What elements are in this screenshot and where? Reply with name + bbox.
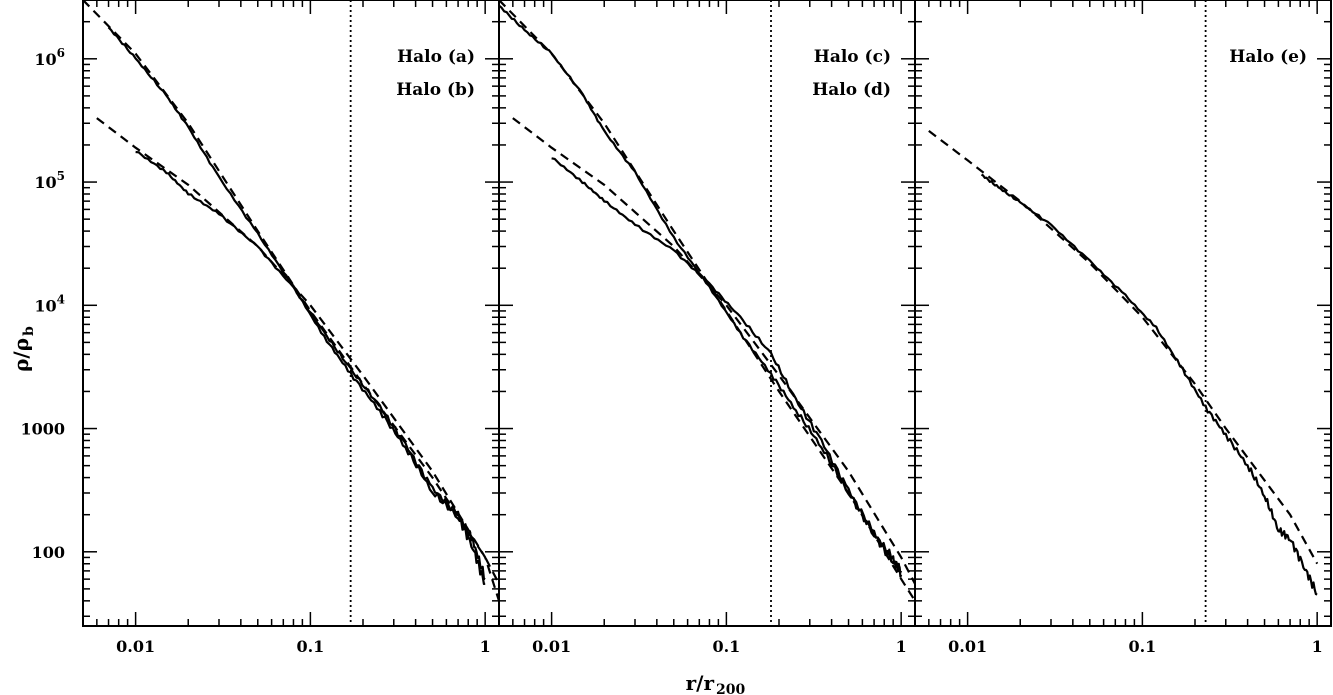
y-tick-label: 106 — [34, 46, 65, 69]
x-tick-label: 0.1 — [1128, 637, 1156, 656]
x-axis-title: r/r — [686, 671, 715, 695]
y-tick-label: 1000 — [20, 420, 65, 439]
density-profile-line — [980, 173, 1318, 596]
x-tick-label: 0.01 — [532, 637, 571, 656]
y-axis-title: ρ/ρ b — [9, 326, 37, 372]
x-axis-title-subscript: 200 — [716, 682, 745, 695]
x-tick-label: 0.1 — [712, 637, 740, 656]
svg-text:b: b — [21, 326, 37, 336]
x-tick-label: 0.01 — [116, 637, 155, 656]
fit-dashed-line — [928, 130, 1319, 565]
chart-panels: 0.01 0.1 1 100 1000 104 105 106 Halo (a) Halo (b)… — [20, 0, 1332, 656]
density-profile-line — [551, 157, 903, 578]
halo-label: Halo (b) — [396, 80, 475, 100]
halo-label: Halo (c) — [814, 47, 891, 67]
fit-dashed-line — [96, 117, 499, 602]
fit-dashed-line — [512, 117, 915, 585]
panel-frame — [914, 0, 1332, 627]
halo-label: Halo (d) — [812, 80, 891, 100]
halo-label: Halo (a) — [397, 47, 475, 67]
y-tick-label: 104 — [34, 292, 65, 315]
x-tick-label: 0.01 — [948, 637, 987, 656]
density-profile-line — [135, 150, 486, 581]
svg-text:ρ/ρ: ρ/ρ — [9, 338, 33, 372]
panel-right: 0.01 0.1 1 Halo (e) — [914, 0, 1332, 656]
density-profile-line — [107, 26, 486, 585]
halo-label: Halo (e) — [1229, 47, 1307, 67]
x-tick-label: 1 — [896, 637, 907, 656]
panel-middle: 0.01 0.1 1 Halo (c) Halo (d) — [498, 0, 916, 656]
x-tick-label: 1 — [480, 637, 491, 656]
y-tick-label: 100 — [32, 543, 65, 562]
x-tick-label: 0.1 — [296, 637, 324, 656]
y-tick-label: 105 — [34, 169, 65, 192]
x-tick-label: 1 — [1312, 637, 1323, 656]
panel-left: 0.01 0.1 1 100 1000 104 105 106 Halo (a) Halo (b) — [20, 0, 500, 656]
